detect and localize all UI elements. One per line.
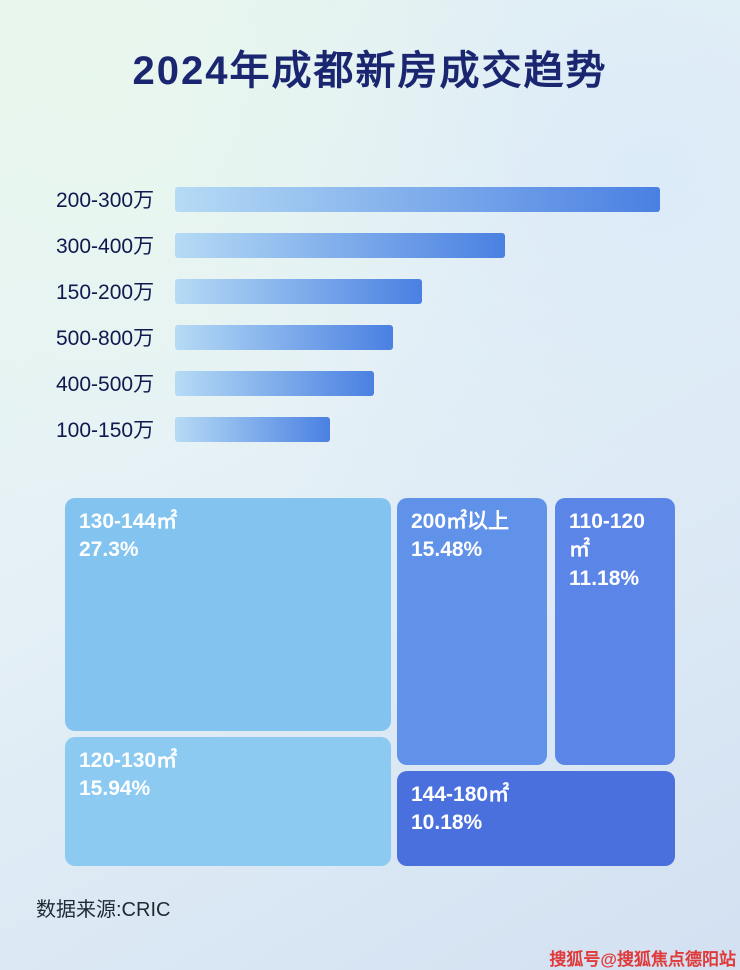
treemap-block-label: 200㎡以上 (411, 510, 510, 533)
treemap: 130-144㎡ 27.3% 120-130㎡ 15.94% 200㎡以上 15… (65, 498, 675, 866)
bar (175, 232, 505, 258)
treemap-block-label: 120-130㎡ (79, 749, 178, 772)
treemap-block-percent: 15.48% (411, 538, 483, 562)
bar-track (175, 370, 660, 396)
bar-track (175, 416, 660, 442)
bar (175, 278, 423, 304)
treemap-block-120-130: 120-130㎡ 15.94% (65, 737, 391, 866)
bar-row: 100-150万 (56, 406, 740, 452)
bar-chart: 200-300万 300-400万 150-200万 500-800万 400-… (56, 176, 740, 452)
bar-track (175, 278, 660, 304)
bar-track (175, 186, 660, 212)
treemap-block-percent: 27.3% (79, 538, 139, 562)
bar-label: 150-200万 (56, 281, 155, 304)
treemap-block-percent: 10.18% (411, 811, 483, 835)
bar (175, 186, 660, 212)
bar-row: 500-800万 (56, 314, 740, 360)
watermark: 搜狐号@搜狐焦点德阳站 (549, 950, 736, 969)
treemap-block-label: 110-120㎡ (569, 510, 645, 562)
bar-track (175, 232, 660, 258)
bar-row: 300-400万 (56, 222, 740, 268)
bar-label: 100-150万 (56, 419, 155, 442)
bar (175, 416, 331, 442)
bar-label: 300-400万 (56, 235, 155, 258)
bar-label: 200-300万 (56, 189, 155, 212)
treemap-block-percent: 15.94% (79, 777, 151, 801)
bar (175, 370, 374, 396)
bar-row: 400-500万 (56, 360, 740, 406)
treemap-block-130-144: 130-144㎡ 27.3% (65, 498, 391, 731)
treemap-block-percent: 11.18% (569, 566, 640, 590)
treemap-block-144-180: 144-180㎡ 10.18% (397, 771, 675, 866)
treemap-block-label: 130-144㎡ (79, 510, 178, 533)
data-source: 数据来源:CRIC (36, 899, 171, 921)
bar-row: 200-300万 (56, 176, 740, 222)
treemap-block-110-120: 110-120㎡ 11.18% (555, 498, 675, 765)
treemap-block-label: 144-180㎡ (411, 783, 510, 806)
bar-track (175, 324, 660, 350)
bar-label: 500-800万 (56, 327, 155, 350)
treemap-block-200-plus: 200㎡以上 15.48% (397, 498, 547, 765)
bar (175, 324, 394, 350)
bar-row: 150-200万 (56, 268, 740, 314)
page-title: 2024年成都新房成交趋势 (132, 49, 608, 93)
bar-label: 400-500万 (56, 373, 155, 396)
